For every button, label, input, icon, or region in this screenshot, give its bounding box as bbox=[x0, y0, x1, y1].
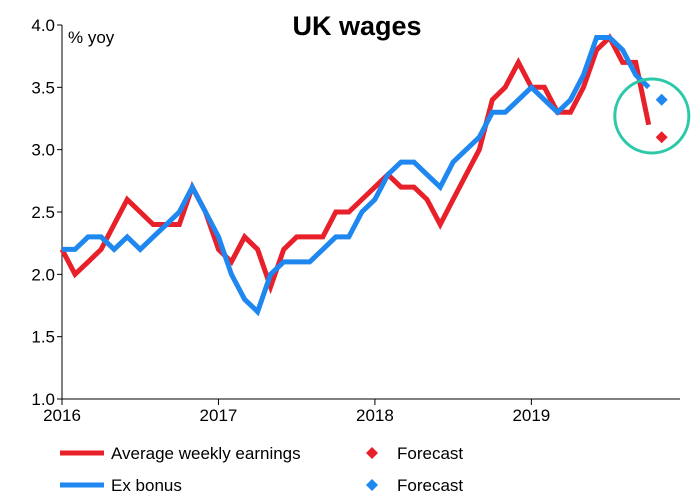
legend: Average weekly earnings Forecast Ex bonus F… bbox=[60, 444, 463, 495]
series-lines bbox=[59, 33, 652, 317]
y-tick-label: 1.5 bbox=[31, 328, 55, 347]
x-tick-label: 2017 bbox=[200, 406, 238, 425]
y-tick-label: 2.0 bbox=[31, 265, 55, 284]
legend-label: Average weekly earnings bbox=[111, 444, 301, 463]
legend-label: Forecast bbox=[397, 476, 463, 495]
chart-title: UK wages bbox=[292, 11, 421, 41]
y-tick-label: 3.0 bbox=[31, 141, 55, 160]
forecast-point-ex-bonus bbox=[655, 93, 668, 106]
series-line-ex-bonus bbox=[62, 35, 651, 317]
x-tick-label: 2016 bbox=[43, 406, 81, 425]
axes: 1.0 1.5 2.0 2.5 3.0 3.5 4.0 2016 2017 2018 2019 bbox=[31, 16, 680, 425]
legend-label: Ex bonus bbox=[111, 476, 182, 495]
legend-swatch-marker bbox=[366, 447, 378, 459]
forecast-point-average-weekly-earnings bbox=[655, 131, 668, 144]
series-line-average-weekly-earnings bbox=[59, 33, 652, 295]
legend-swatch-marker bbox=[366, 479, 378, 491]
y-tick-label: 1.0 bbox=[31, 390, 55, 409]
y-tick-label: 3.5 bbox=[31, 78, 55, 97]
forecast-markers bbox=[613, 77, 691, 155]
legend-label: Forecast bbox=[397, 444, 463, 463]
x-tick-label: 2019 bbox=[512, 406, 550, 425]
y-tick-label: 4.0 bbox=[31, 16, 55, 35]
y-tick-label: 2.5 bbox=[31, 203, 55, 222]
highlight-circle bbox=[613, 77, 691, 155]
y-axis-unit-label: % yoy bbox=[68, 28, 115, 47]
x-tick-label: 2018 bbox=[356, 406, 394, 425]
